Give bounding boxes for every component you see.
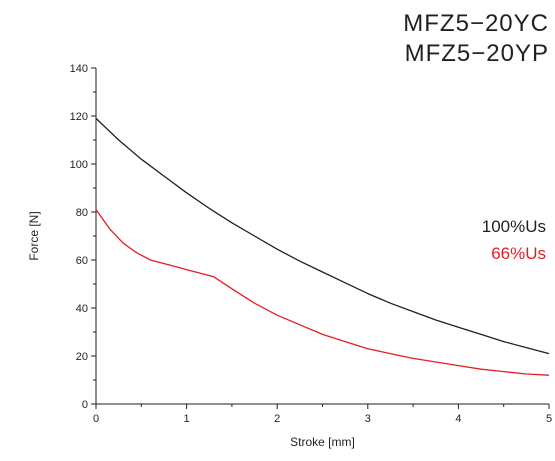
y-axis-label: Force [N] xyxy=(27,211,41,260)
model-name-line-2: MFZ5−20YP xyxy=(404,40,549,67)
x-tick-label: 1 xyxy=(184,413,190,425)
x-tick-label: 4 xyxy=(455,413,461,425)
x-tick-label: 2 xyxy=(274,413,280,425)
x-tick-label: 5 xyxy=(546,413,552,425)
series-lines xyxy=(95,117,550,376)
y-tick-label: 0 xyxy=(82,399,88,411)
x-tick-label: 3 xyxy=(365,413,371,425)
legend-66-us: 66%Us xyxy=(491,244,546,263)
x-axis-label: Stroke [mm] xyxy=(290,435,355,449)
legend-100-us: 100%Us xyxy=(482,217,546,236)
tick-labels: 0 20 40 60 80 100 120 140 0 1 2 3 4 5 xyxy=(70,63,552,425)
series-line-1 xyxy=(95,209,550,376)
y-tick-label: 120 xyxy=(70,111,88,123)
y-tick-label: 60 xyxy=(76,255,88,267)
axes xyxy=(91,67,550,409)
y-tick-label: 80 xyxy=(76,207,88,219)
y-tick-label: 40 xyxy=(76,303,88,315)
x-tick-label: 0 xyxy=(93,413,99,425)
y-tick-label: 140 xyxy=(70,63,88,75)
model-name-line-1: MFZ5−20YC xyxy=(403,10,549,37)
y-tick-label: 20 xyxy=(76,351,88,363)
series-line-0 xyxy=(95,117,550,355)
y-tick-label: 100 xyxy=(70,159,88,171)
